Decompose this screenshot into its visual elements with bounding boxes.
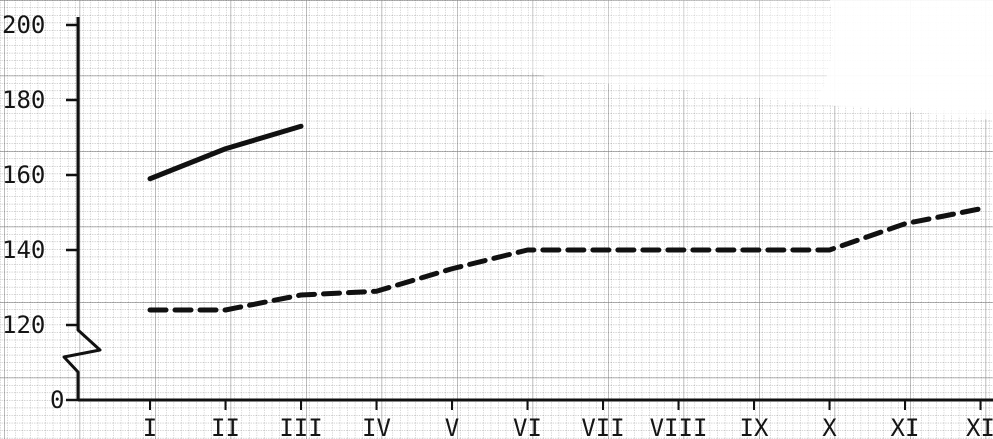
series-line-dashed — [147, 206, 983, 313]
y-tick-label: 180 — [2, 86, 45, 114]
x-tick-label: V — [445, 414, 459, 439]
y-tick-label: 0 — [50, 386, 64, 414]
series — [147, 123, 983, 313]
y-tick-label: 140 — [2, 236, 45, 264]
y-tick-label: 160 — [2, 161, 45, 189]
x-tick-label: VIII — [650, 414, 708, 439]
x-tick-label: II — [211, 414, 240, 439]
x-tick-label: XI — [966, 414, 993, 439]
x-tick-label: VII — [581, 414, 624, 439]
x-tick-label: IX — [740, 414, 769, 439]
y-axis — [62, 17, 102, 400]
x-tick-label: X — [822, 414, 837, 439]
y-tick-label: 120 — [2, 311, 45, 339]
y-tick-label: 200 — [2, 11, 45, 39]
glare-overlay-right — [815, 0, 993, 110]
axes — [62, 17, 993, 410]
x-tick-label: VI — [513, 414, 542, 439]
x-tick-label: IV — [362, 414, 391, 439]
x-tick-label: III — [279, 414, 322, 439]
x-tick-label: XI — [891, 414, 920, 439]
x-tick-label: I — [143, 414, 157, 439]
